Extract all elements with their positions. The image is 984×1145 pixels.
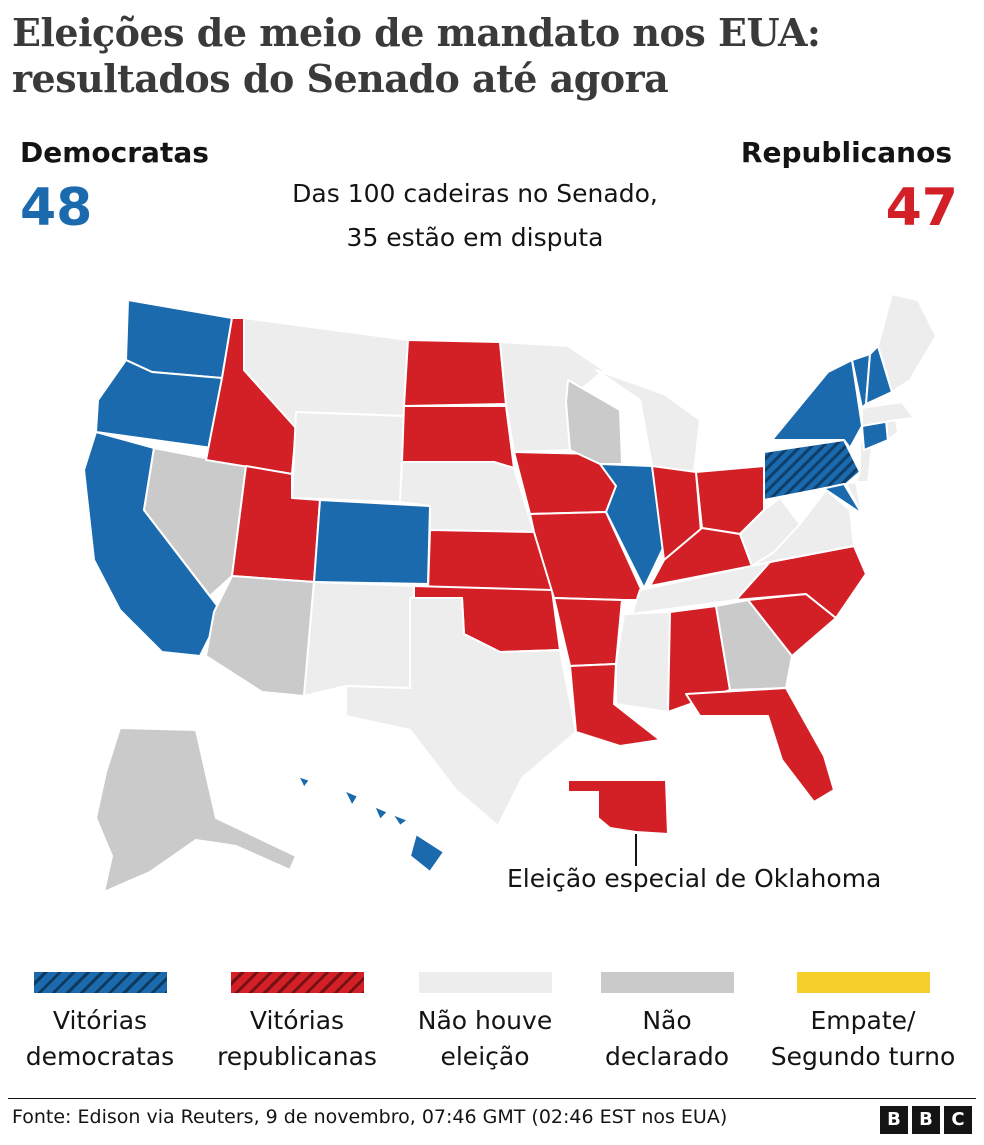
legend-label-line-2: republicanas [217, 1042, 377, 1071]
state-HI [297, 775, 445, 873]
state-AK [95, 727, 297, 893]
legend-label-line-2: democratas [25, 1042, 175, 1071]
republicans-seat-count: 47 [885, 178, 958, 238]
legend-label-line-1: Não houve [417, 1006, 553, 1035]
legend-label-undeclared: Não declarado [572, 1003, 762, 1075]
legend-label-line-2: Segundo turno [770, 1042, 956, 1071]
legend-swatch-no-election [418, 972, 552, 993]
subtitle-line-2: 35 estão em disputa [346, 223, 604, 252]
legend-swatch-undeclared [600, 972, 734, 993]
state-WV [739, 497, 801, 567]
bbc-logo-letter: C [944, 1106, 972, 1134]
legend-swatch-tie-runoff [796, 972, 930, 993]
bbc-logo-letter: B [912, 1106, 940, 1134]
bbc-logo: B B C [880, 1106, 972, 1134]
legend-item-dem-wins: Vitórias democratas [5, 972, 195, 1075]
state-SD [401, 405, 515, 469]
state-KS [427, 529, 553, 591]
state-AZ [205, 575, 315, 697]
legend-item-undeclared: Não declarado [572, 972, 762, 1075]
title-line-1: Eleições de meio de mandato nos EUA: [12, 10, 821, 55]
state-NM [303, 581, 415, 697]
footer-divider [8, 1098, 976, 1099]
legend-item-tie-runoff: Empate/ Segundo turno [768, 972, 958, 1075]
source-note: Fonte: Edison via Reuters, 9 de novembro… [12, 1106, 728, 1128]
map-svg [83, 293, 937, 893]
legend-swatch-dem-wins [33, 972, 167, 993]
subtitle-line-1: Das 100 cadeiras no Senado, [292, 179, 658, 208]
bbc-logo-letter: B [880, 1106, 908, 1134]
title-line-2: resultados do Senado até agora [12, 56, 669, 101]
state-RI [885, 419, 899, 441]
state-ME [877, 293, 937, 393]
legend-label-line-1: Empate/ [810, 1006, 916, 1035]
state-WI [565, 379, 623, 465]
legend-label-line-1: Não [642, 1006, 692, 1035]
seats-subtitle: Das 100 cadeiras no Senado, 35 estão em … [260, 172, 690, 260]
legend-swatch-rep-wins [230, 972, 364, 993]
legend-item-no-election: Não houve eleição [390, 972, 580, 1075]
legend-label-line-1: Vitórias [249, 1006, 345, 1035]
legend-item-rep-wins: Vitórias republicanas [202, 972, 392, 1075]
state-GA [715, 599, 793, 691]
state-TX [345, 597, 577, 827]
republicans-label: Republicanos [740, 136, 952, 169]
state-MS [615, 611, 671, 713]
legend: Vitórias democratas Vitórias republicana… [0, 972, 984, 1082]
state-DE [845, 481, 863, 515]
oklahoma-special-election-label: Eleição especial de Oklahoma [507, 864, 882, 893]
legend-label-tie-runoff: Empate/ Segundo turno [768, 1003, 958, 1075]
ok-special-election-marker [567, 779, 670, 836]
legend-label-line-2: declarado [604, 1042, 730, 1071]
state-WY [291, 411, 405, 503]
democrats-label: Democratas [20, 136, 209, 169]
us-senate-map [0, 280, 984, 920]
legend-label-rep-wins: Vitórias republicanas [202, 1003, 392, 1075]
state-NY [771, 359, 863, 449]
legend-label-line-2: eleição [440, 1042, 530, 1071]
chart-title: Eleições de meio de mandato nos EUA: res… [12, 10, 972, 102]
democrats-seat-count: 48 [20, 178, 93, 238]
state-CO [313, 499, 431, 585]
legend-label-no-election: Não houve eleição [390, 1003, 580, 1075]
state-FL [685, 687, 835, 803]
state-AR [553, 597, 623, 667]
state-ND [403, 339, 507, 407]
state-MA [861, 401, 915, 427]
legend-label-dem-wins: Vitórias democratas [5, 1003, 195, 1075]
legend-label-line-1: Vitórias [52, 1006, 148, 1035]
